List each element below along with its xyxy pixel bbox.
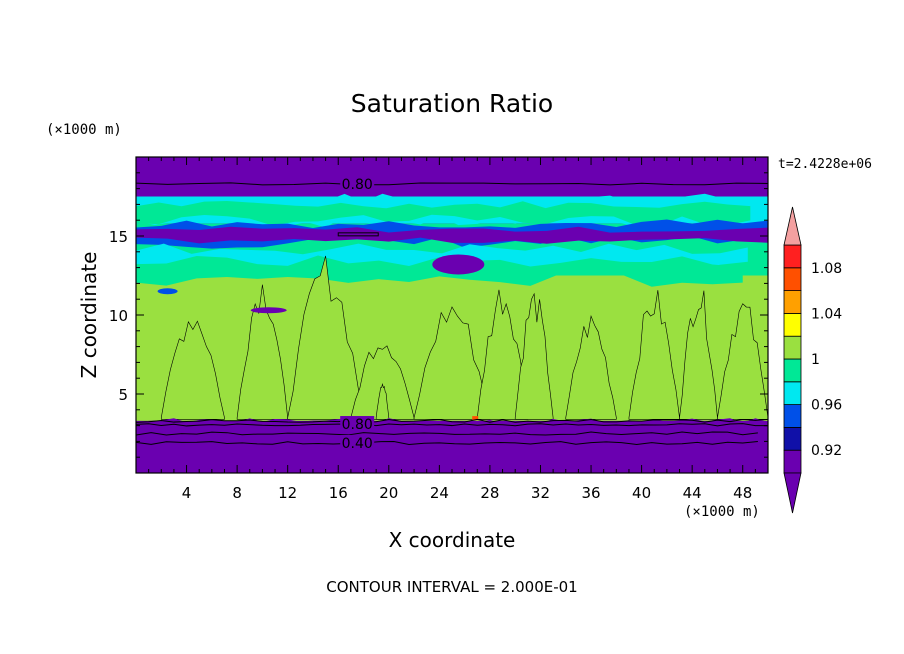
x-tick-label: 36 — [581, 484, 600, 502]
x-tick-label: 32 — [531, 484, 550, 502]
cloud-plume — [236, 284, 288, 420]
contour-interval-footer: CONTOUR INTERVAL = 2.000E-01 — [326, 578, 577, 596]
contour-label-bg — [340, 434, 375, 449]
band-green-upper — [136, 201, 751, 226]
y-tick-label: 15 — [109, 228, 128, 246]
cloud-plume — [160, 320, 225, 420]
cloud-plume — [717, 303, 768, 420]
supersat-spot — [472, 416, 479, 421]
contour-line — [136, 431, 758, 436]
x-tick-label: 28 — [480, 484, 499, 502]
contour-line — [136, 441, 758, 446]
colorbar-max-arrow — [783, 206, 802, 246]
colorbar-tick-label: 1.08 — [811, 261, 842, 277]
contour-label: 0.80 — [342, 417, 373, 433]
band-purple-upper — [136, 226, 768, 244]
colorbar-swatch — [783, 312, 802, 337]
blue-patch — [157, 288, 178, 295]
cloud-plume — [628, 290, 680, 420]
x-tick-label: 44 — [683, 484, 702, 502]
cloud-plume — [514, 292, 554, 420]
contour-line — [136, 418, 768, 423]
dry-pocket — [432, 254, 485, 275]
contour-lines — [136, 182, 768, 446]
contour-line — [337, 232, 379, 237]
x-tick-label: 40 — [632, 484, 651, 502]
chart-title: Saturation Ratio — [351, 89, 553, 118]
cloud-plume — [375, 383, 390, 420]
colorbar-swatch — [783, 267, 802, 291]
colorbar-swatch — [783, 335, 802, 360]
colorbar-swatch — [783, 381, 802, 405]
x-tick-label: 12 — [278, 484, 297, 502]
y-tick-label: 5 — [118, 386, 128, 404]
cloud-plume — [679, 290, 718, 420]
dry-pocket — [250, 307, 287, 314]
colorbar-tick-label: 1 — [811, 352, 820, 368]
y-axis-label: Z coordinate — [77, 252, 101, 379]
heatmap-field — [136, 157, 768, 473]
cloud-plume — [565, 315, 617, 420]
contour-labels: 0.80 0.80 0.40 — [340, 175, 375, 452]
x-axis-ticks: 4 8 12 16 20 24 28 32 36 40 44 48 — [135, 157, 769, 502]
colorbar-tick-label: 0.96 — [811, 398, 842, 414]
contour-label: 0.40 — [342, 436, 373, 452]
x-tick-label: 16 — [329, 484, 348, 502]
x-axis-label: X coordinate — [389, 528, 516, 552]
colorbar-swatch — [783, 244, 802, 269]
colorbar-swatch — [783, 426, 802, 451]
colorbar-swatch — [783, 290, 802, 314]
time-label: t=2.4228e+06 — [778, 157, 872, 172]
x-tick-label: 4 — [182, 484, 192, 502]
contour-line — [136, 182, 768, 186]
colorbar-swatch — [783, 449, 802, 474]
x-tick-label: 24 — [430, 484, 449, 502]
colorbar: 0.92 0.96 1 1.04 1.08 — [783, 206, 842, 514]
layer-band — [136, 157, 768, 197]
colorbar-swatch — [783, 358, 802, 383]
cloud-plume — [350, 345, 415, 420]
x-tick-label: 8 — [232, 484, 242, 502]
y-unit-label: (×1000 m) — [46, 122, 122, 138]
contour-line — [136, 423, 768, 427]
y-tick-label: 10 — [109, 307, 128, 325]
contour-label-bg — [340, 175, 375, 190]
x-tick-label: 20 — [379, 484, 398, 502]
x-tick-label: 48 — [733, 484, 752, 502]
contour-label-bg — [340, 416, 375, 431]
colorbar-tick-label: 1.04 — [811, 306, 842, 322]
boundary-layer — [136, 418, 768, 473]
contour-label: 0.80 — [342, 177, 373, 193]
y-axis-ticks: 5 10 15 — [109, 156, 768, 474]
colorbar-tick-label: 0.92 — [811, 443, 842, 459]
colorbar-min-arrow — [783, 472, 802, 514]
x-unit-label: (×1000 m) — [684, 504, 760, 520]
colorbar-swatch — [783, 404, 802, 428]
